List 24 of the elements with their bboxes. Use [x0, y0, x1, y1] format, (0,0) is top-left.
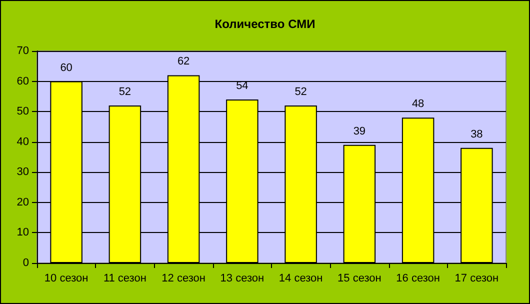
x-tick-label: 10 сезон — [44, 272, 88, 284]
x-tick-label: 15 сезон — [338, 272, 382, 284]
y-tick-label: 30 — [16, 166, 29, 178]
data-label: 62 — [177, 56, 190, 68]
y-tick-label: 20 — [16, 196, 29, 208]
y-tick-label: 10 — [16, 226, 29, 239]
y-tick-label: 60 — [16, 75, 29, 88]
data-label: 52 — [294, 86, 307, 98]
x-tick-label: 13 сезон — [220, 272, 264, 284]
x-tick-label: 17 сезон — [454, 272, 499, 284]
data-label: 52 — [118, 86, 132, 98]
chart-title: Количество СМИ — [214, 17, 316, 31]
data-label: 60 — [60, 62, 72, 74]
y-tick-label: 0 — [22, 257, 29, 269]
x-tick-label: 14 сезон — [278, 272, 323, 284]
x-tick-label: 11 сезон — [103, 272, 146, 284]
data-label: 39 — [353, 125, 366, 138]
x-tick-label: 16 сезон — [396, 272, 440, 284]
data-label: 48 — [412, 98, 424, 110]
x-tick-label: 12 сезон — [162, 272, 206, 284]
y-tick-label: 70 — [16, 45, 29, 57]
y-tick-label: 40 — [16, 136, 29, 148]
data-label: 38 — [470, 128, 483, 140]
y-tick-label: 50 — [16, 106, 29, 118]
